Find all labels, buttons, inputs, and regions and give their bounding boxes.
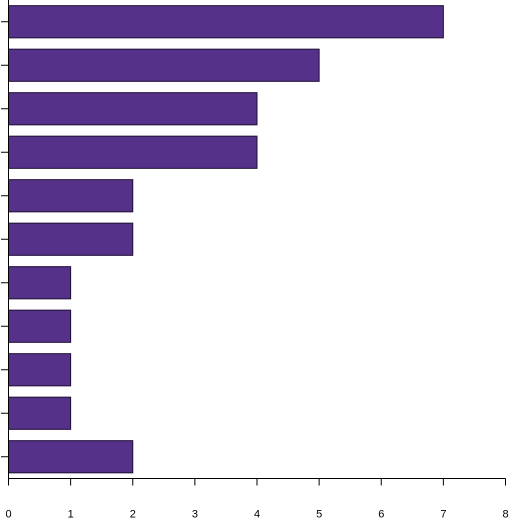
bar-4 (8, 179, 134, 213)
x-tick-label-8: 8 (502, 509, 508, 521)
x-tick-label-4: 4 (254, 509, 260, 521)
x-tick-label-5: 5 (316, 509, 322, 521)
x-tick-label-6: 6 (378, 509, 384, 521)
x-tick-label-0: 0 (5, 509, 11, 521)
y-axis-ticks (1, 21, 9, 458)
bar-0 (8, 5, 444, 39)
bar-1 (8, 48, 320, 82)
bar-8 (8, 353, 72, 387)
bar-6 (8, 266, 72, 300)
x-tick-label-7: 7 (440, 509, 446, 521)
bar-7 (8, 309, 72, 343)
x-tick-label-2: 2 (130, 509, 136, 521)
x-tick-label-1: 1 (68, 509, 74, 521)
bar-5 (8, 222, 134, 256)
bar-2 (8, 92, 258, 126)
bar-series (8, 5, 444, 474)
bar-10 (8, 440, 134, 474)
x-tick-label-3: 3 (192, 509, 198, 521)
x-axis-ticks: 0 1 2 3 4 5 6 7 8 (5, 478, 509, 521)
bar-3 (8, 135, 258, 169)
bar-9 (8, 396, 72, 430)
